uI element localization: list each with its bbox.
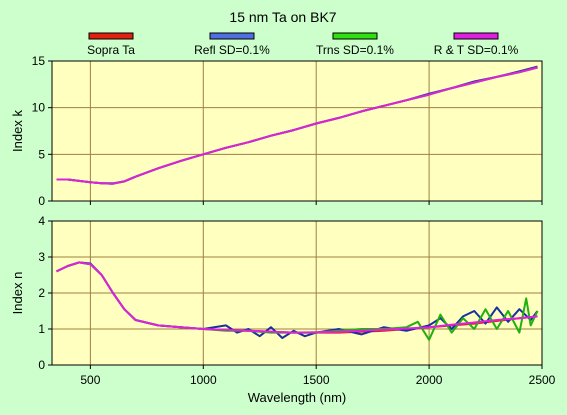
- x-tick-label: 2500: [529, 373, 556, 387]
- legend-label-trns: Trns SD=0.1%: [316, 43, 394, 57]
- chart-title: 15 nm Ta on BK7: [229, 9, 336, 25]
- y-tick-label-k: 15: [32, 54, 46, 68]
- plot-panel-n: Index n Wavelength (nm) 500 1000 1500 2000 2…: [10, 214, 556, 405]
- y-tick-label-k: 10: [32, 101, 46, 115]
- y-tick-label-n: 2: [38, 286, 45, 300]
- y-tick-label-n: 4: [38, 214, 45, 228]
- legend-label-refl: Refl SD=0.1%: [194, 43, 270, 57]
- legend-label-rt: R & T SD=0.1%: [434, 43, 519, 57]
- x-tick-label: 2000: [416, 373, 443, 387]
- x-tick-label: 500: [80, 373, 100, 387]
- x-tick-label: 1500: [303, 373, 330, 387]
- y-axis-label-n: Index n: [10, 272, 25, 315]
- series-line-n-3: [56, 261, 538, 334]
- y-tick-label-n: 3: [38, 250, 45, 264]
- plot-frame-k: [51, 60, 543, 202]
- legend-swatch-refl: [209, 32, 255, 40]
- y-axis-label-k: Index k: [10, 110, 25, 152]
- y-tick-label-k: 0: [38, 194, 45, 208]
- series-line-k-3: [56, 66, 538, 185]
- legend-swatch-trns: [332, 32, 378, 40]
- y-tick-label-n: 0: [38, 358, 45, 372]
- legend-swatch-rt: [453, 32, 499, 40]
- y-tick-label-k: 5: [38, 147, 45, 161]
- x-axis-label: Wavelength (nm): [248, 390, 347, 405]
- legend: Sopra Ta Refl SD=0.1% Trns SD=0.1% R & T…: [87, 32, 519, 57]
- plot-frame-n: [51, 220, 543, 366]
- plot-panel-k: Index k 0 5 10 15: [10, 54, 543, 208]
- legend-swatch-sopra: [88, 32, 134, 40]
- legend-label-sopra: Sopra Ta: [87, 43, 135, 57]
- y-tick-label-n: 1: [38, 322, 45, 336]
- x-tick-label: 1000: [190, 373, 217, 387]
